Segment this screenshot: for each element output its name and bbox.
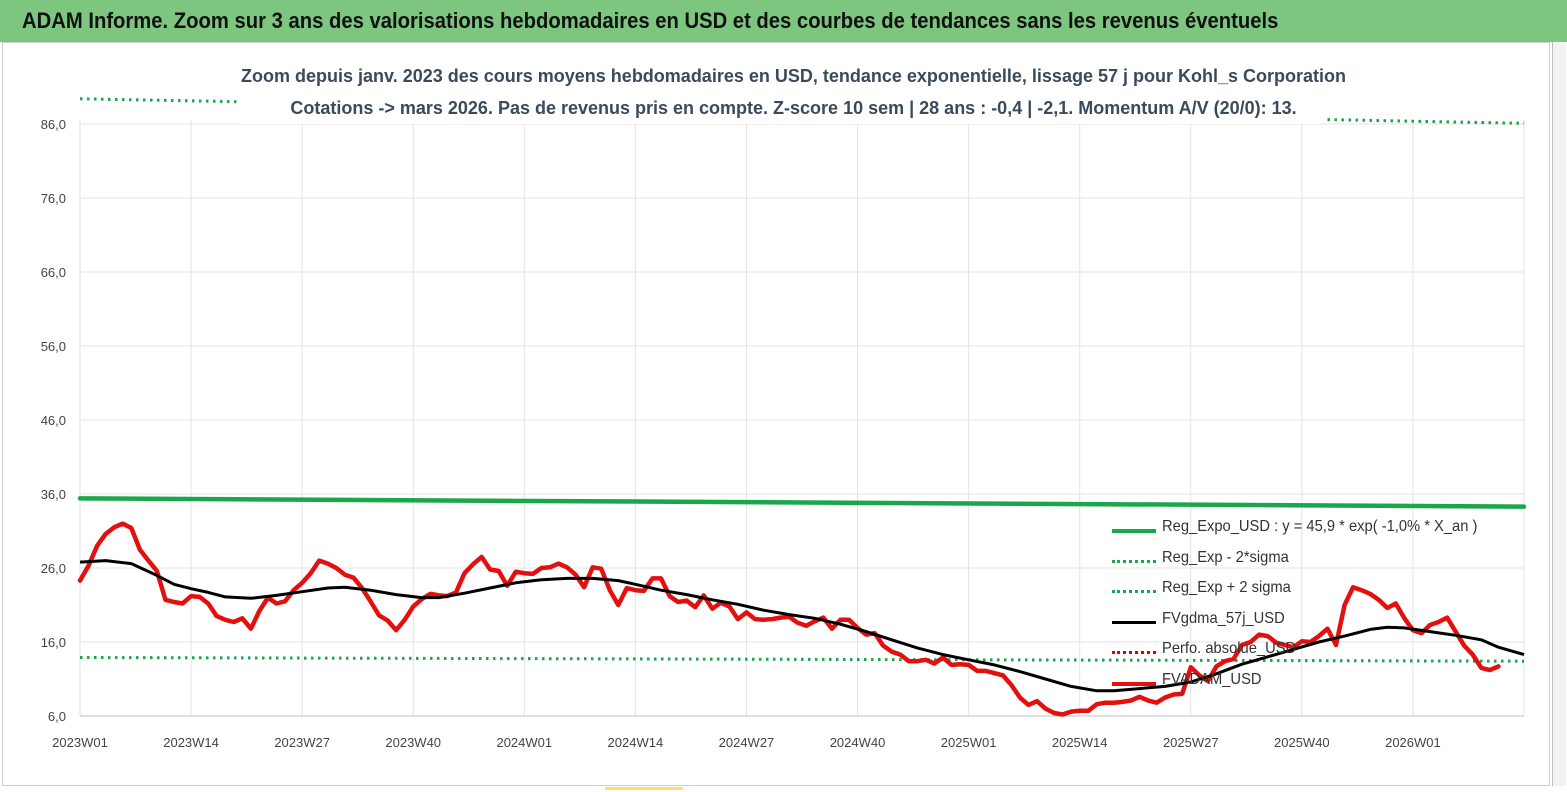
series-reg-exp-2-sigma-line: [1327, 118, 1525, 125]
legend-label: Reg_Expo_USD : y = 45,9 * exp( -1,0% * X…: [1162, 518, 1478, 535]
x-tick-label: 2025W14: [1052, 735, 1108, 750]
series-reg-expo-usd-y-45-9-exp-1-0-x--line: [77, 496, 1527, 509]
legend-swatch: [1112, 590, 1156, 593]
x-tick-label: 2024W01: [496, 735, 552, 750]
x-tick-label: 2023W01: [52, 735, 108, 750]
y-tick-label: 66,0: [41, 265, 66, 280]
report-title: ADAM Informe. Zoom sur 3 ans des valoris…: [22, 8, 1279, 33]
legend-item: Reg_Exp - 2*sigma: [1108, 547, 1528, 578]
report-title-banner: ADAM Informe. Zoom sur 3 ans des valoris…: [0, 0, 1567, 42]
x-tick-label: 2023W14: [163, 735, 219, 750]
x-tick-label: 2024W40: [830, 735, 886, 750]
legend-swatch: [1112, 559, 1156, 563]
x-tick-label: 2026W01: [1385, 735, 1441, 750]
y-tick-label: 6,0: [48, 709, 66, 724]
legend-swatch: [1112, 529, 1156, 533]
legend-label: Reg_Exp - 2*sigma: [1162, 548, 1289, 566]
chart-title: Zoom depuis janv. 2023 des cours moyens …: [241, 66, 1346, 86]
legend-label: FVgdma_57j_USD: [1162, 609, 1285, 627]
chart-frame: [2, 42, 1550, 786]
series-fvgdma-57j-usd-line: [79, 559, 1525, 693]
chart-subtitle: Cotations -> mars 2026. Pas de revenus p…: [290, 98, 1297, 118]
x-tick-label: 2023W40: [385, 735, 441, 750]
y-tick-label: 36,0: [41, 487, 66, 502]
x-tick-label: 2025W27: [1163, 735, 1219, 750]
series-reg-exp-2-sigma-line: [79, 656, 1525, 663]
x-tick-label: 2025W01: [941, 735, 997, 750]
legend-label: Reg_Exp + 2 sigma: [1162, 579, 1291, 596]
x-tick-label: 2024W14: [608, 735, 664, 750]
chart-legend: Reg_Expo_USD : y = 45,9 * exp( -1,0% * X…: [1108, 516, 1528, 699]
x-tick-label: 2025W40: [1274, 735, 1330, 750]
legend-item: FVgdma_57j_USD: [1108, 608, 1528, 639]
legend-item: Reg_Expo_USD : y = 45,9 * exp( -1,0% * X…: [1108, 516, 1528, 547]
legend-swatch: [1112, 651, 1156, 654]
bottom-highlight-mark: [605, 787, 683, 790]
y-tick-label: 26,0: [41, 561, 66, 576]
legend-item: Reg_Exp + 2 sigma: [1108, 577, 1528, 608]
legend-item: FVADAM_USD: [1108, 669, 1528, 700]
legend-label: FVADAM_USD: [1162, 670, 1262, 688]
series-fvadam-usd-line: [77, 521, 1501, 717]
y-tick-label: 86,0: [41, 117, 66, 132]
legend-swatch: [1112, 620, 1156, 624]
series-reg-exp-2-sigma-line: [79, 97, 243, 104]
y-tick-label: 16,0: [41, 635, 66, 650]
y-tick-label: 76,0: [41, 191, 66, 206]
legend-label: Perfo. absolue_USD: [1162, 640, 1297, 657]
x-tick-label: 2023W27: [274, 735, 330, 750]
legend-swatch: [1112, 681, 1156, 686]
right-scroll-strip: [1552, 42, 1566, 786]
y-tick-label: 56,0: [41, 339, 66, 354]
title-backdrop: [240, 62, 1320, 124]
x-tick-label: 2024W27: [719, 735, 775, 750]
legend-item: Perfo. absolue_USD: [1108, 638, 1528, 669]
y-tick-label: 46,0: [41, 413, 66, 428]
